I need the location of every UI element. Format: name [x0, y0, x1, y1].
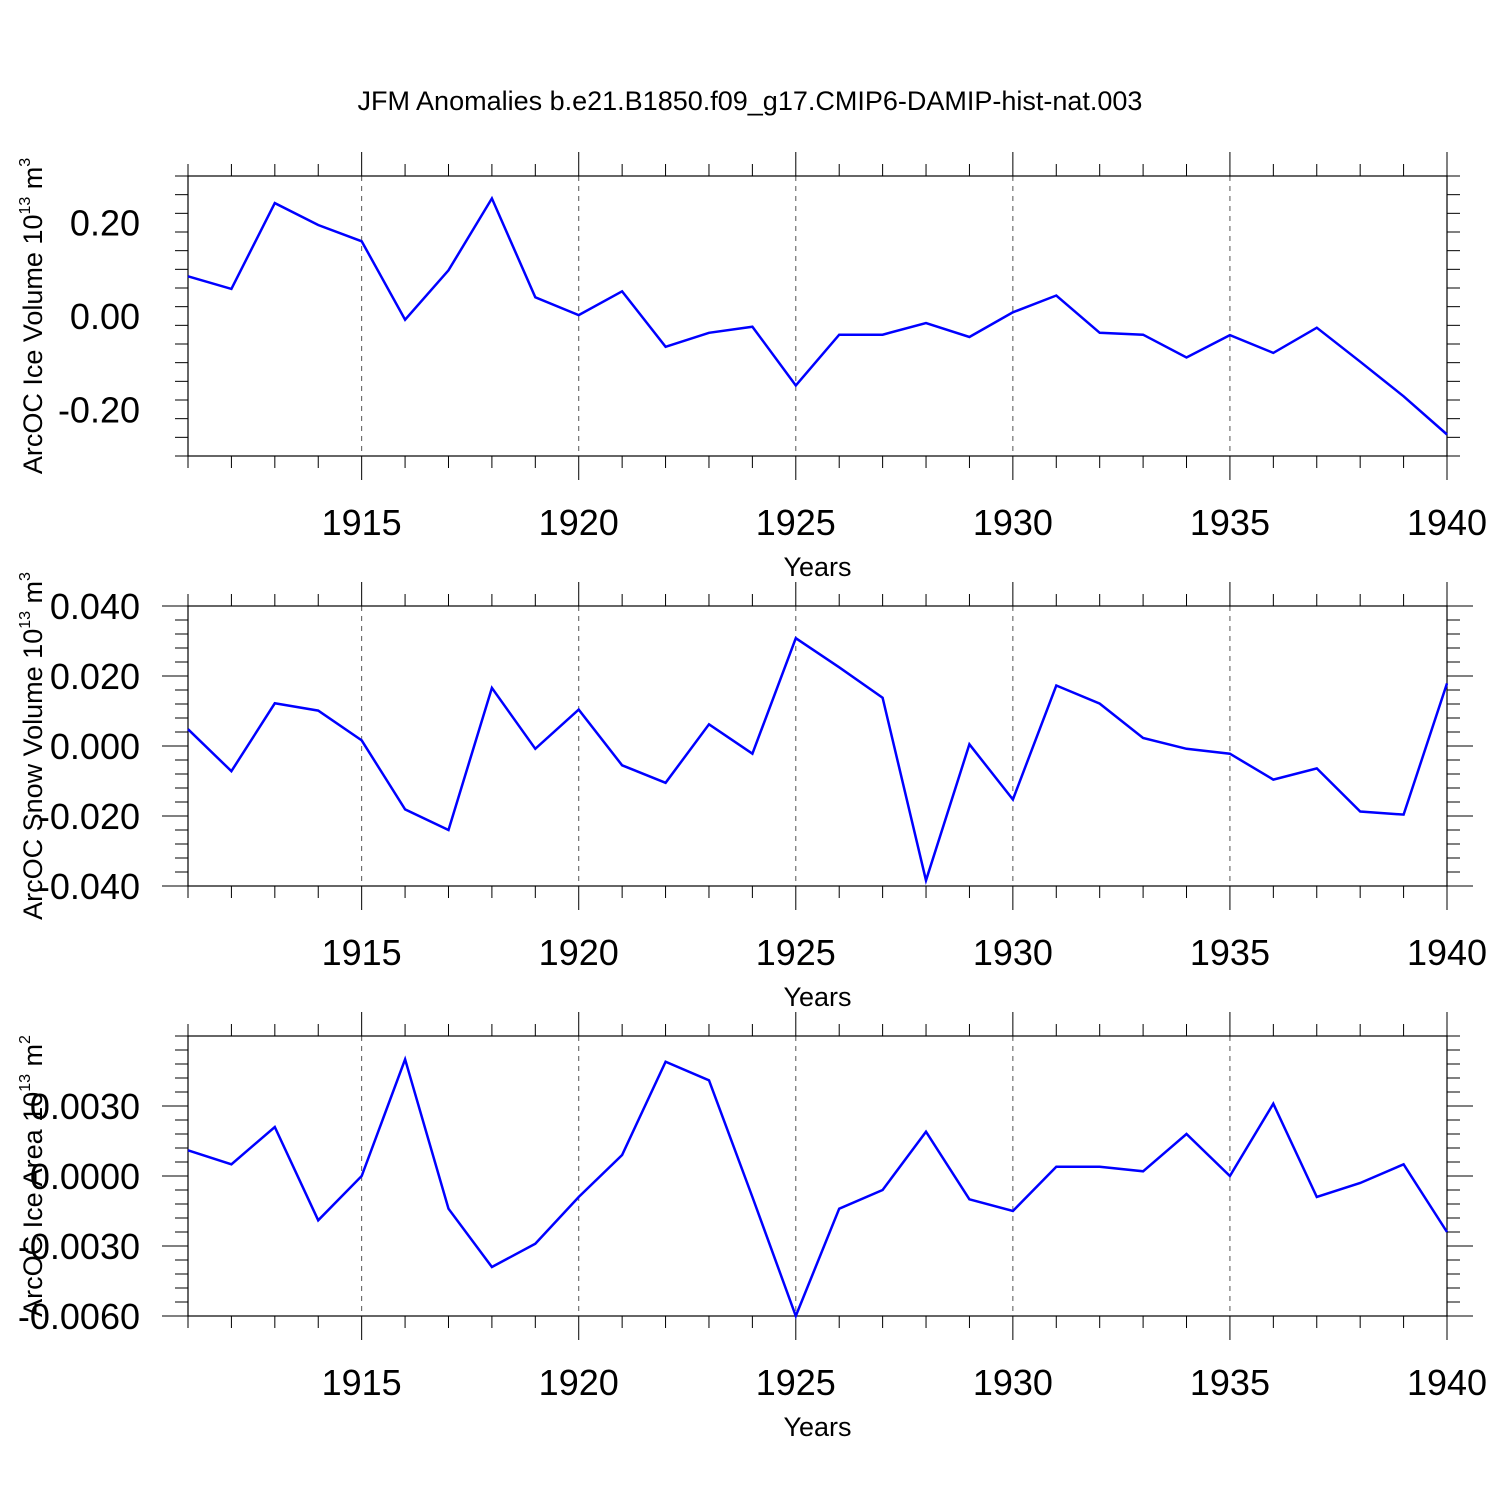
y-tick-label: -0.040	[38, 866, 140, 907]
x-tick-label: 1925	[756, 1362, 836, 1403]
x-axis-label: Years	[783, 1412, 851, 1442]
x-tick-label: 1915	[322, 502, 402, 543]
x-tick-label: 1935	[1190, 1362, 1270, 1403]
y-tick-label: 0.00	[70, 296, 140, 337]
y-axis-label: ArcOC Ice Volume 1013 m3	[17, 158, 48, 474]
y-tick-label: -0.020	[38, 796, 140, 837]
y-axis-label: ArcOC Snow Volume 1013 m3	[17, 572, 48, 920]
data-series-line	[187, 195, 1448, 436]
x-tick-label: 1940	[1407, 932, 1487, 973]
chart-panel-2: 0.040 0.020 0.000 -0.020 -0.040 1915 1920 1925 1…	[17, 572, 1487, 1012]
x-tick-label: 1925	[756, 502, 836, 543]
plot-frame	[187, 1035, 1448, 1317]
y-tick-label: 0.020	[50, 656, 140, 697]
y-tick-label: 0.20	[70, 203, 140, 244]
x-tick-label: 1930	[973, 502, 1053, 543]
x-tick-label: 1940	[1407, 502, 1487, 543]
x-tick-label: 1935	[1190, 932, 1270, 973]
x-tick-label: 1930	[973, 1362, 1053, 1403]
plot-frame	[187, 175, 1448, 457]
x-tick-label: 1920	[539, 502, 619, 543]
y-tick-label: 0.000	[50, 726, 140, 767]
y-tick-label: 0.0030	[30, 1086, 140, 1127]
data-series-line	[187, 636, 1449, 886]
x-axis-label: Years	[783, 982, 851, 1012]
y-axis-label: ArcOC Ice Area 1013 m2	[17, 1035, 48, 1317]
x-tick-label: 1915	[322, 932, 402, 973]
figure-title: JFM Anomalies b.e21.B1850.f09_g17.CMIP6-…	[358, 86, 1143, 116]
y-tick-label: 0.0000	[30, 1156, 140, 1197]
panels: 0.20 0.00 -0.20 1915 1920 1925 1930 1935 1940 Yea…	[17, 152, 1487, 1442]
x-tick-label: 1930	[973, 932, 1053, 973]
x-axis-label: Years	[783, 552, 851, 582]
x-tick-label: 1920	[539, 1362, 619, 1403]
y-tick-label: -0.0030	[18, 1226, 140, 1267]
y-tick-label: -0.20	[58, 389, 140, 430]
x-tick-label: 1925	[756, 932, 836, 973]
x-tick-label: 1915	[322, 1362, 402, 1403]
y-tick-label: 0.040	[50, 586, 140, 627]
y-tick-label: -0.0060	[18, 1296, 140, 1337]
plot-frame	[187, 605, 1448, 887]
chart-panel-1: 0.20 0.00 -0.20 1915 1920 1925 1930 1935 1940 Yea…	[17, 152, 1487, 582]
x-tick-label: 1940	[1407, 1362, 1487, 1403]
data-series-line	[187, 1055, 1449, 1320]
x-tick-label: 1935	[1190, 502, 1270, 543]
chart-panel-3: 0.0030 0.0000 -0.0030 -0.0060 1915 1920 1925 19…	[17, 1012, 1487, 1442]
x-tick-label: 1920	[539, 932, 619, 973]
